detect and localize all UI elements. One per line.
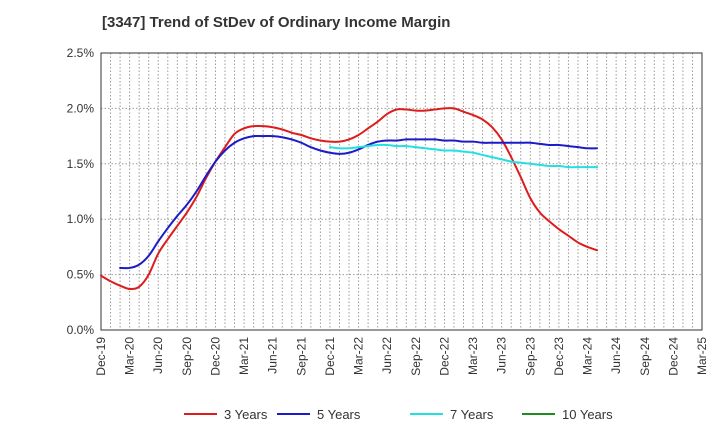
x-tick-label: Dec-22 bbox=[437, 337, 451, 376]
x-tick-label: Dec-21 bbox=[323, 337, 337, 376]
legend-label-5-years: 5 Years bbox=[317, 407, 361, 422]
y-tick-label: 2.0% bbox=[67, 101, 95, 115]
x-tick-label: Mar-23 bbox=[466, 337, 480, 375]
y-tick-label: 2.5% bbox=[67, 46, 95, 60]
x-tick-label: Mar-25 bbox=[695, 337, 709, 375]
x-tick-label: Mar-22 bbox=[352, 337, 366, 375]
series-line-5-years bbox=[119, 134, 599, 270]
x-tick-label: Jun-23 bbox=[495, 337, 509, 374]
x-tick-label: Jun-22 bbox=[380, 337, 394, 374]
x-tick-label: Sep-22 bbox=[409, 337, 423, 376]
axes: 0.0% 0.5% 1.0% 1.5% 2.0% 2.5% Dec-19 Mar-20 Jun-… bbox=[67, 46, 709, 376]
x-tick-label: Sep-21 bbox=[294, 337, 308, 376]
x-tick-label: Dec-19 bbox=[94, 337, 108, 376]
legend-label-3-years: 3 Years bbox=[224, 407, 268, 422]
y-tick-label: 0.0% bbox=[67, 323, 95, 337]
x-tick-label: Dec-20 bbox=[208, 337, 222, 376]
legend-label-10-years: 10 Years bbox=[562, 407, 613, 422]
y-tick-label: 1.0% bbox=[67, 212, 95, 226]
x-tick-label: Jun-20 bbox=[151, 337, 165, 374]
x-tick-label: Dec-24 bbox=[666, 337, 680, 376]
series-lines bbox=[100, 107, 599, 291]
chart-title: [3347] Trend of StDev of Ordinary Income… bbox=[102, 14, 451, 31]
grid bbox=[101, 52, 702, 330]
legend: 3 Years 5 Years 7 Years 10 Years bbox=[184, 407, 613, 422]
x-tick-label: Mar-21 bbox=[237, 337, 251, 375]
x-tick-label: Jun-24 bbox=[609, 337, 623, 374]
x-tick-label: Mar-24 bbox=[581, 337, 595, 375]
y-tick-label: 0.5% bbox=[67, 268, 95, 282]
x-tick-label: Sep-23 bbox=[523, 337, 537, 376]
x-tick-label: Sep-24 bbox=[638, 337, 652, 376]
y-tick-label: 1.5% bbox=[67, 157, 95, 171]
x-tick-label: Jun-21 bbox=[266, 337, 280, 374]
series-line-7-years bbox=[328, 143, 599, 169]
x-tick-label: Mar-20 bbox=[123, 337, 137, 375]
plot-area-border bbox=[100, 52, 703, 331]
x-tick-label: Dec-23 bbox=[552, 337, 566, 376]
series-line-3-years bbox=[100, 107, 599, 291]
x-tick-label: Sep-20 bbox=[180, 337, 194, 376]
legend-label-7-years: 7 Years bbox=[450, 407, 494, 422]
